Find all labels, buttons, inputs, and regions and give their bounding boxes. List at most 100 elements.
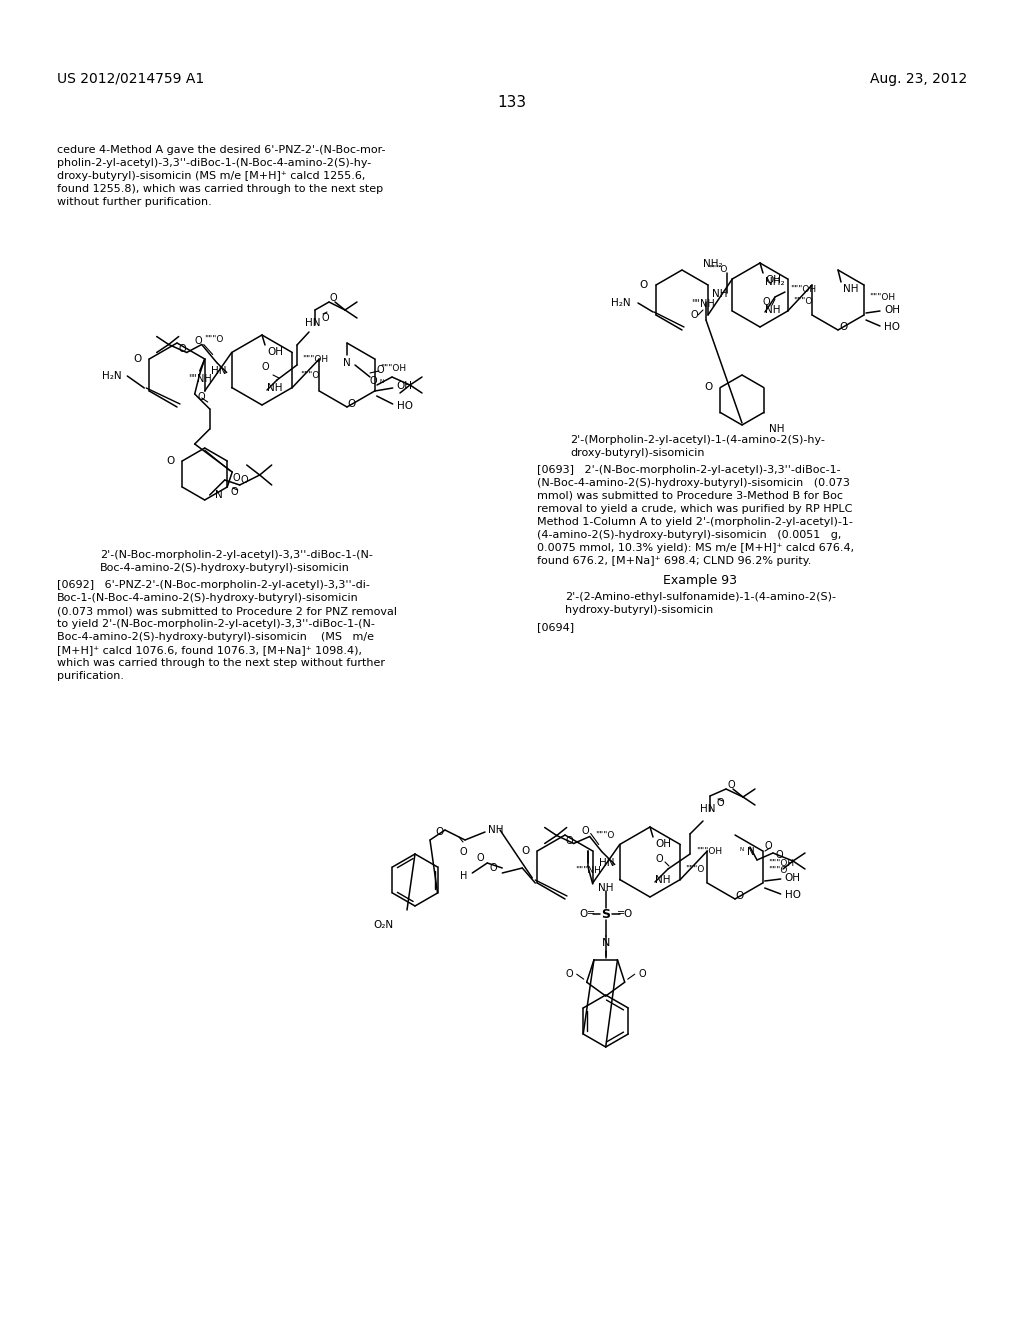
Text: ᴺ: ᴺ: [740, 847, 744, 855]
Text: O: O: [690, 310, 698, 319]
Text: [0692]   6'-PNZ-2'-(N-Boc-morpholin-2-yl-acetyl)-3,3''-di-: [0692] 6'-PNZ-2'-(N-Boc-morpholin-2-yl-a…: [57, 579, 370, 590]
Text: Aug. 23, 2012: Aug. 23, 2012: [869, 73, 967, 86]
Text: O: O: [705, 383, 713, 392]
Text: Boc-1-(N-Boc-4-amino-2(S)-hydroxy-butyryl)-sisomicin: Boc-1-(N-Boc-4-amino-2(S)-hydroxy-butyry…: [57, 593, 358, 603]
Text: NH: NH: [598, 883, 613, 894]
Text: O: O: [655, 854, 663, 865]
Text: O: O: [459, 847, 467, 857]
Text: HN: HN: [211, 366, 226, 375]
Text: NH₂: NH₂: [765, 277, 784, 286]
Text: NH: NH: [267, 383, 283, 393]
Text: [0693]   2'-(N-Boc-morpholin-2-yl-acetyl)-3,3''-diBoc-1-: [0693] 2'-(N-Boc-morpholin-2-yl-acetyl)-…: [537, 465, 841, 475]
Text: O: O: [580, 909, 588, 919]
Text: O: O: [565, 969, 572, 979]
Text: H: H: [460, 871, 467, 880]
Text: """O: """O: [708, 265, 727, 275]
Text: NH: NH: [488, 825, 504, 836]
Text: HO: HO: [396, 401, 413, 411]
Text: (N-Boc-4-amino-2(S)-hydroxy-butyryl)-sisomicin   (0.073: (N-Boc-4-amino-2(S)-hydroxy-butyryl)-sis…: [537, 478, 850, 488]
Text: ᴺ: ᴺ: [380, 379, 384, 388]
Text: ""NH: ""NH: [691, 300, 715, 309]
Text: """O: """O: [685, 866, 705, 874]
Text: pholin-2-yl-acetyl)-3,3''-diBoc-1-(N-Boc-4-amino-2(S)-hy-: pholin-2-yl-acetyl)-3,3''-diBoc-1-(N-Boc…: [57, 158, 372, 168]
Text: O: O: [775, 850, 782, 861]
Text: O: O: [166, 455, 174, 466]
Text: """O: """O: [768, 866, 787, 875]
Text: O: O: [624, 909, 632, 919]
Text: US 2012/0214759 A1: US 2012/0214759 A1: [57, 73, 204, 86]
Text: (0.073 mmol) was submitted to Procedure 2 for PNZ removal: (0.073 mmol) was submitted to Procedure …: [57, 606, 397, 616]
Text: without further purification.: without further purification.: [57, 197, 212, 207]
Text: HN: HN: [700, 804, 716, 814]
Text: O: O: [640, 280, 648, 290]
Text: """O: """O: [300, 371, 319, 380]
Text: N: N: [746, 847, 755, 857]
Text: O: O: [763, 297, 770, 308]
Text: N: N: [215, 490, 222, 500]
Text: O: O: [489, 863, 498, 873]
Text: Example 93: Example 93: [663, 574, 737, 587]
Text: O: O: [197, 392, 205, 403]
Text: OH: OH: [765, 275, 781, 285]
Text: O: O: [716, 799, 724, 808]
Text: O: O: [329, 293, 337, 304]
Text: """O: """O: [205, 335, 223, 345]
Text: droxy-butyryl)-sisomicin: droxy-butyryl)-sisomicin: [570, 447, 705, 458]
Text: """OH: """OH: [790, 285, 816, 293]
Text: HO: HO: [784, 890, 801, 900]
Text: droxy-butyryl)-sisomicin (MS m/e [M+H]⁺ calcd 1255.6,: droxy-butyryl)-sisomicin (MS m/e [M+H]⁺ …: [57, 172, 366, 181]
Text: OH: OH: [267, 347, 283, 356]
Text: 2'-(N-Boc-morpholin-2-yl-acetyl)-3,3''-diBoc-1-(N-: 2'-(N-Boc-morpholin-2-yl-acetyl)-3,3''-d…: [100, 550, 373, 560]
Text: found 1255.8), which was carried through to the next step: found 1255.8), which was carried through…: [57, 183, 383, 194]
Text: Boc-4-amino-2(S)-hydroxy-butyryl)-sisomicin    (MS   m/e: Boc-4-amino-2(S)-hydroxy-butyryl)-sisomi…: [57, 632, 374, 642]
Text: O: O: [582, 826, 590, 837]
Text: hydroxy-butyryl)-sisomicin: hydroxy-butyryl)-sisomicin: [565, 605, 714, 615]
Text: O: O: [566, 837, 573, 846]
Text: N: N: [343, 358, 351, 368]
Text: H₂N: H₂N: [101, 371, 121, 381]
Text: N: N: [601, 939, 610, 948]
Text: O: O: [376, 366, 384, 375]
Text: OH: OH: [884, 305, 900, 315]
Text: ""NH: ""NH: [187, 374, 212, 384]
Text: """OH: """OH: [768, 859, 794, 869]
Text: [M+H]⁺ calcd 1076.6, found 1076.3, [M+Na]⁺ 1098.4),: [M+H]⁺ calcd 1076.6, found 1076.3, [M+Na…: [57, 645, 362, 655]
Text: [0694]: [0694]: [537, 622, 574, 632]
Text: =: =: [587, 908, 595, 917]
Text: to yield 2'-(N-Boc-morpholin-2-yl-acetyl)-3,3''-diBoc-1-(N-: to yield 2'-(N-Boc-morpholin-2-yl-acetyl…: [57, 619, 375, 630]
Text: """OH: """OH: [380, 364, 406, 374]
Text: 2'-(Morpholin-2-yl-acetyl)-1-(4-amino-2(S)-hy-: 2'-(Morpholin-2-yl-acetyl)-1-(4-amino-2(…: [570, 436, 825, 445]
Text: O: O: [521, 846, 529, 855]
Text: """OH: """OH: [696, 846, 722, 855]
Text: O: O: [232, 473, 240, 483]
Text: """NH: """NH: [574, 866, 601, 875]
Text: O: O: [241, 475, 249, 484]
Text: HO: HO: [884, 322, 900, 333]
Text: O: O: [322, 313, 329, 323]
Text: 2'-(2-Amino-ethyl-sulfonamide)-1-(4-amino-2(S)-: 2'-(2-Amino-ethyl-sulfonamide)-1-(4-amin…: [565, 591, 836, 602]
Text: O: O: [839, 322, 847, 333]
Text: OH: OH: [655, 840, 671, 849]
Text: O: O: [179, 343, 186, 354]
Text: """O: """O: [595, 830, 614, 840]
Text: O: O: [370, 376, 377, 385]
Text: NH: NH: [769, 425, 784, 434]
Text: (4-amino-2(S)-hydroxy-butyryl)-sisomicin   (0.0051   g,: (4-amino-2(S)-hydroxy-butyryl)-sisomicin…: [537, 531, 842, 540]
Text: O: O: [639, 969, 646, 979]
Text: O: O: [435, 828, 443, 837]
Text: """O: """O: [793, 297, 812, 306]
Text: mmol) was submitted to Procedure 3-Method B for Boc: mmol) was submitted to Procedure 3-Metho…: [537, 491, 843, 502]
Text: O: O: [230, 487, 239, 498]
Text: H₂N: H₂N: [611, 298, 631, 308]
Text: =: =: [616, 908, 625, 917]
Text: """OH: """OH: [302, 355, 328, 364]
Text: NH: NH: [655, 875, 671, 884]
Text: which was carried through to the next step without further: which was carried through to the next st…: [57, 657, 385, 668]
Text: NH: NH: [843, 284, 858, 294]
Text: O: O: [261, 362, 269, 372]
Text: HN: HN: [305, 318, 321, 327]
Text: 0.0075 mmol, 10.3% yield): MS m/e [M+H]⁺ calcd 676.4,: 0.0075 mmol, 10.3% yield): MS m/e [M+H]⁺…: [537, 543, 854, 553]
Text: O₂N: O₂N: [373, 920, 393, 931]
Text: 133: 133: [498, 95, 526, 110]
Text: O: O: [764, 841, 772, 851]
